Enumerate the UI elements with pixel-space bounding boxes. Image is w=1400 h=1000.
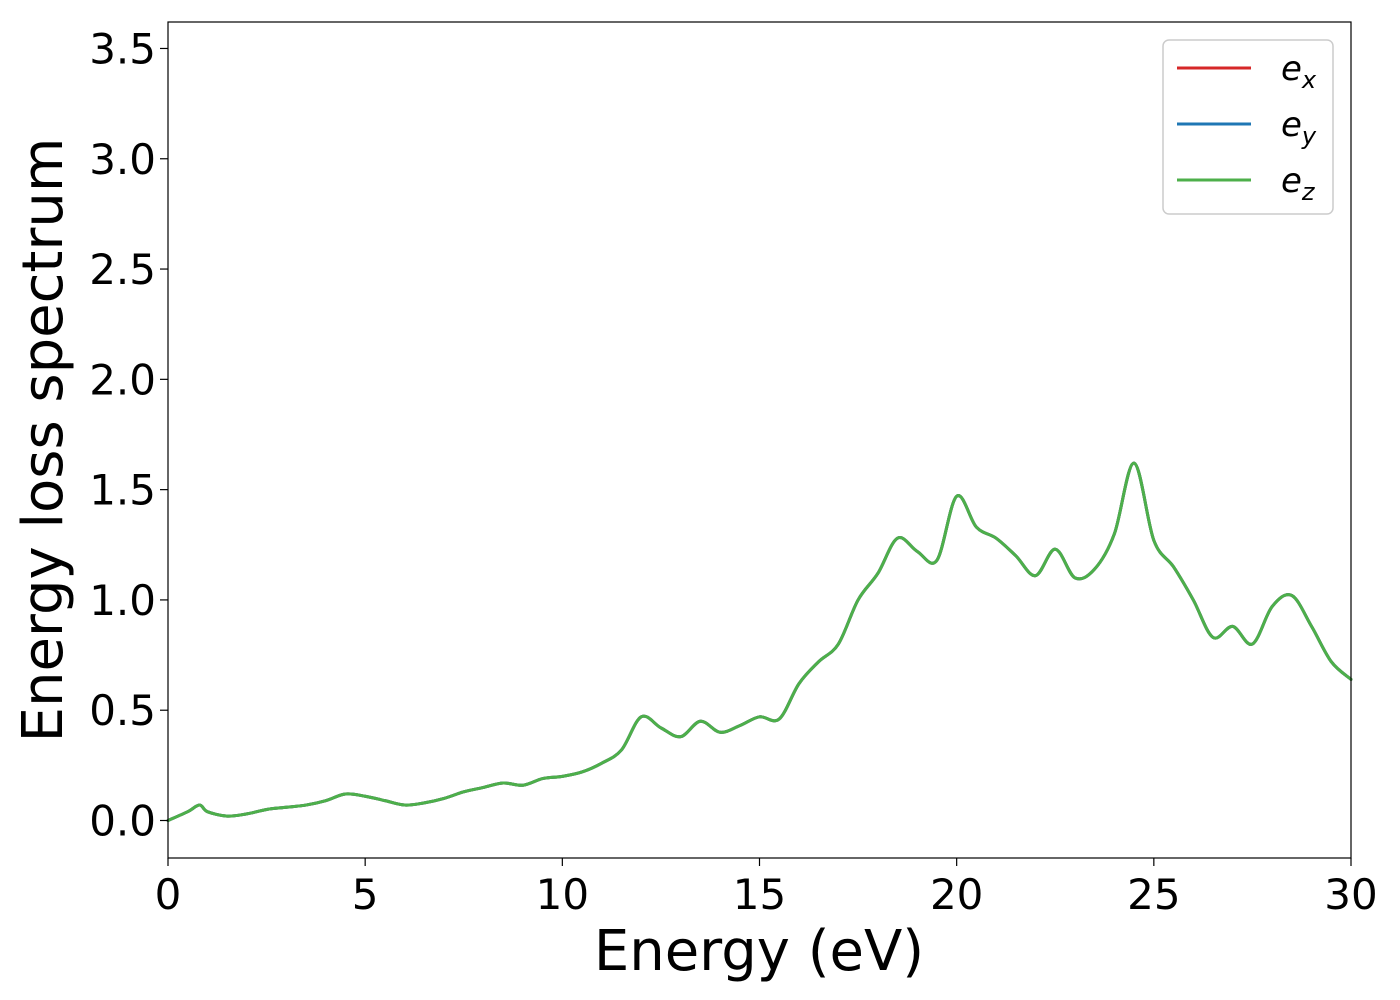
y-tick-label-6: 3.0	[89, 135, 156, 184]
series-layer	[166, 461, 1353, 822]
y-axis: 0.0 0.5 1.0 1.5 2.0 2.5 3.0 3.5	[89, 24, 168, 846]
y-axis-label: Energy loss spectrum	[11, 138, 76, 743]
legend-label-x: ex	[1281, 49, 1317, 94]
legend-label-y: ey	[1281, 105, 1317, 150]
y-tick-label-7: 3.5	[89, 24, 156, 73]
legend-box	[1162, 39, 1334, 215]
x-tick-label-0: 0	[155, 870, 182, 919]
legend-label-sub-y: y	[1301, 122, 1317, 150]
x-axis: 0 5 10 15 20 25 30	[155, 858, 1378, 919]
legend-label-z: ez	[1281, 161, 1316, 206]
x-tick-label-1: 5	[352, 870, 379, 919]
y-tick-label-1: 0.5	[89, 686, 156, 735]
legend-label-sub-x: x	[1301, 66, 1317, 94]
y-tick-label-5: 2.5	[89, 245, 156, 294]
y-tick-label-4: 2.0	[89, 355, 156, 404]
x-tick-label-6: 30	[1324, 870, 1377, 919]
legend-label-sub-z: z	[1301, 178, 1316, 206]
x-axis-label: Energy (eV)	[594, 919, 924, 984]
legend-label-base-x: e	[1281, 49, 1302, 89]
series-line-ez	[166, 461, 1353, 822]
x-tick-label-4: 20	[930, 870, 983, 919]
x-tick-label-5: 25	[1127, 870, 1180, 919]
y-tick-label-3: 1.5	[89, 466, 156, 515]
legend-label-base-y: e	[1281, 105, 1302, 145]
x-tick-label-3: 15	[733, 870, 786, 919]
legend-label-base-z: e	[1281, 161, 1302, 201]
x-tick-label-2: 10	[536, 870, 589, 919]
y-tick-label-2: 1.0	[89, 576, 156, 625]
y-tick-label-0: 0.0	[89, 797, 156, 846]
